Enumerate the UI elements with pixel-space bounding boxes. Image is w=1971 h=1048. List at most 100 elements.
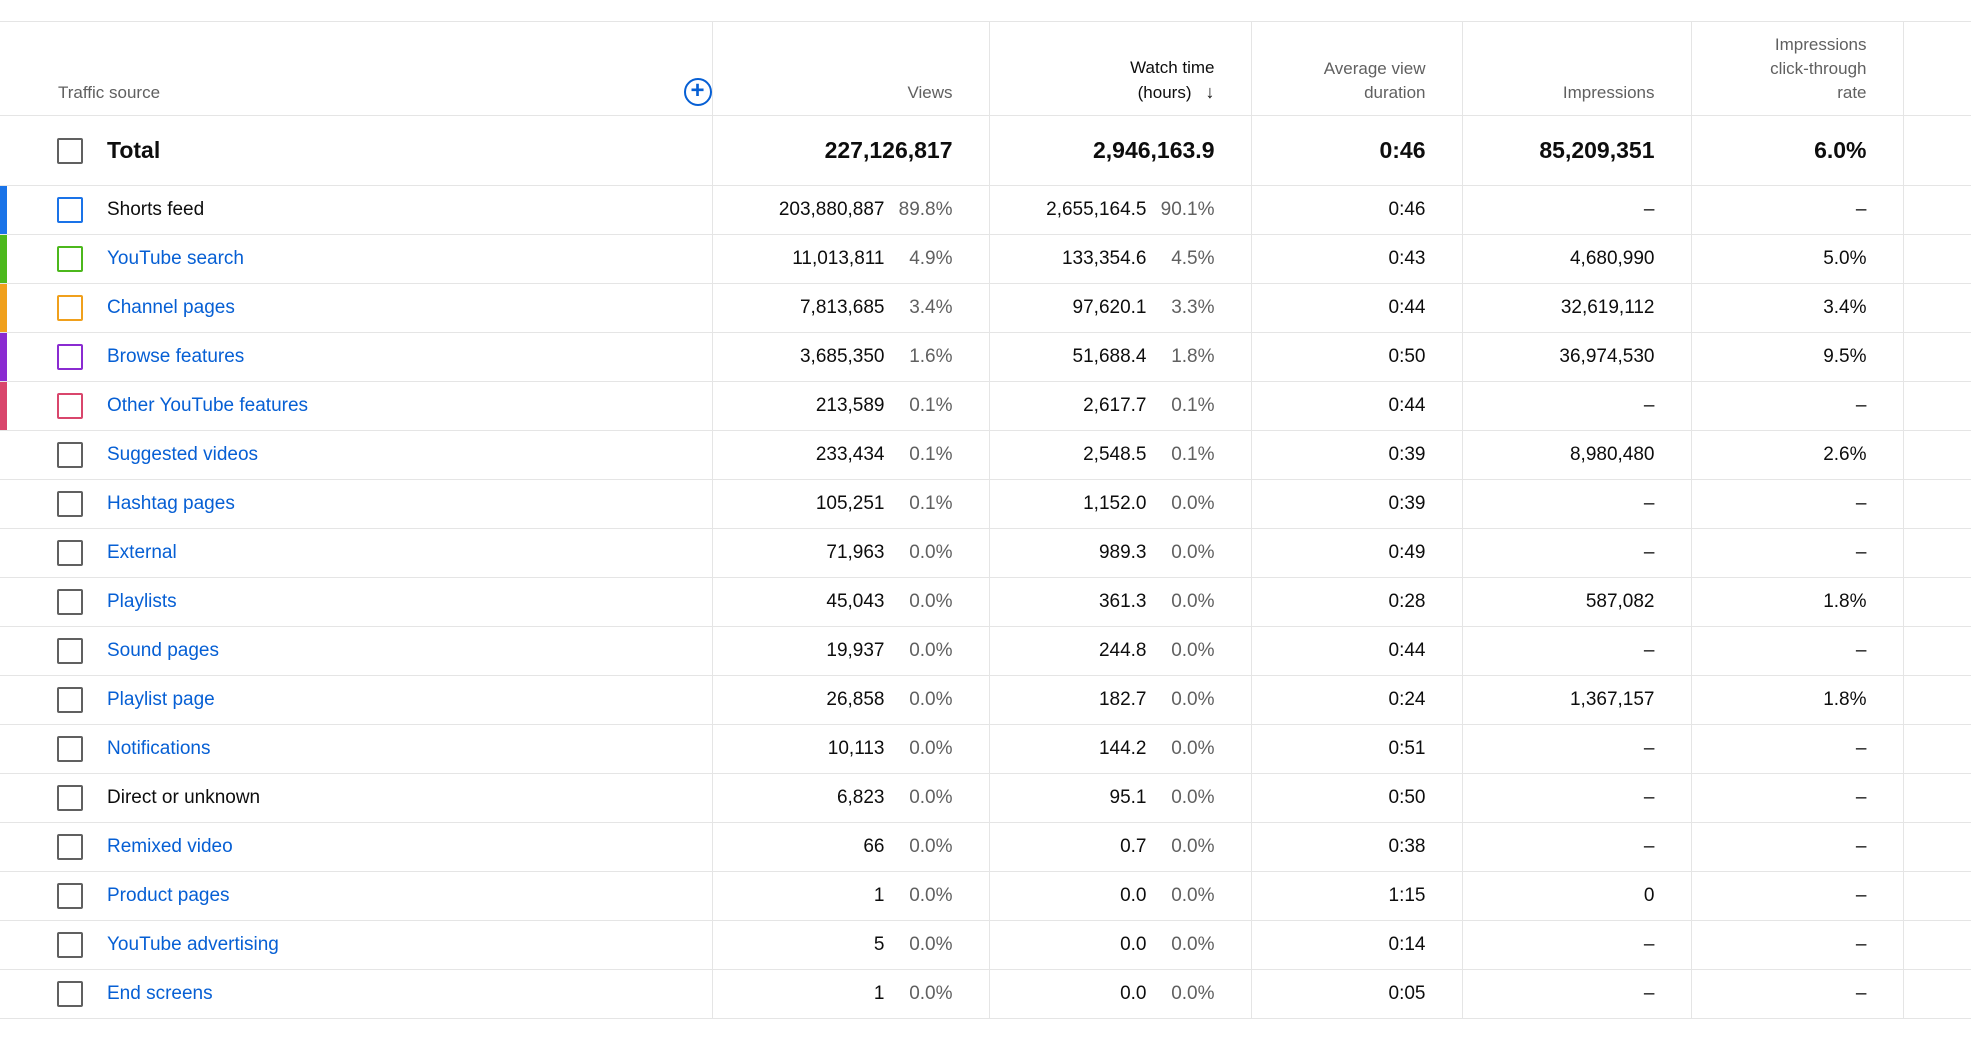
views-value: 26,858 bbox=[826, 689, 885, 710]
traffic-source-name[interactable]: YouTube advertising bbox=[107, 934, 279, 955]
impressions-cell: – bbox=[1462, 969, 1692, 1019]
traffic-source-name[interactable]: External bbox=[107, 542, 177, 563]
plus-circle-icon[interactable]: + bbox=[683, 78, 712, 106]
impressions-cell: – bbox=[1462, 822, 1692, 872]
watch-time-value: 97,620.1 bbox=[1072, 297, 1147, 318]
table-row: Other YouTube features 213,589 0.1% 2,617.7… bbox=[0, 381, 1971, 431]
header-average-view-duration[interactable]: Average view duration bbox=[1251, 21, 1463, 116]
traffic-source-cell: Suggested videos bbox=[0, 430, 713, 480]
arrow-down-icon[interactable]: ↓ bbox=[1205, 82, 1215, 102]
traffic-source-name[interactable]: Channel pages bbox=[107, 297, 235, 318]
watch-time-percent: 0.0% bbox=[1171, 493, 1215, 514]
impressions-cell: – bbox=[1462, 626, 1692, 676]
watch-time-cell: 1,152.0 0.0% bbox=[989, 479, 1252, 529]
header-avd-line2: duration bbox=[1364, 83, 1426, 102]
views-cell: 26,858 0.0% bbox=[712, 675, 990, 725]
views-value: 3,685,350 bbox=[799, 346, 885, 367]
header-traffic-source[interactable]: Traffic source + bbox=[0, 21, 713, 116]
views-percent: 0.0% bbox=[909, 738, 953, 759]
ctr-cell: – bbox=[1691, 871, 1904, 921]
traffic-source-name[interactable]: Notifications bbox=[107, 738, 211, 759]
header-impressions-ctr[interactable]: Impressions click-through rate bbox=[1691, 21, 1904, 116]
traffic-source-name[interactable]: Playlist page bbox=[107, 689, 215, 710]
row-checkbox[interactable] bbox=[57, 736, 83, 762]
row-filler bbox=[1903, 480, 1971, 529]
row-checkbox[interactable] bbox=[57, 344, 83, 370]
impressions-cell: – bbox=[1462, 920, 1692, 970]
watch-time-percent: 0.1% bbox=[1171, 444, 1215, 465]
row-filler bbox=[1903, 725, 1971, 774]
watch-time-value: 244.8 bbox=[1098, 640, 1147, 661]
row-checkbox[interactable] bbox=[57, 540, 83, 566]
impressions-cell: 32,619,112 bbox=[1462, 283, 1692, 333]
row-checkbox[interactable] bbox=[57, 981, 83, 1007]
row-checkbox[interactable] bbox=[57, 246, 83, 272]
avg-view-duration-cell: 0:28 bbox=[1251, 577, 1463, 627]
header-views-label: Views bbox=[907, 83, 953, 102]
total-row: Total 227,126,817 2,946,163.9 0:46 85,20… bbox=[0, 115, 1971, 186]
watch-time-cell: 182.7 0.0% bbox=[989, 675, 1252, 725]
total-source-cell: Total bbox=[0, 115, 713, 186]
ctr-cell: – bbox=[1691, 626, 1904, 676]
views-cell: 1 0.0% bbox=[712, 871, 990, 921]
traffic-source-cell: Hashtag pages bbox=[0, 479, 713, 529]
avg-view-duration-cell: 0:39 bbox=[1251, 430, 1463, 480]
traffic-source-name[interactable]: Hashtag pages bbox=[107, 493, 235, 514]
views-cell: 71,963 0.0% bbox=[712, 528, 990, 578]
row-checkbox[interactable] bbox=[57, 393, 83, 419]
row-checkbox[interactable] bbox=[57, 687, 83, 713]
traffic-source-cell: End screens bbox=[0, 969, 713, 1019]
row-checkbox[interactable] bbox=[57, 442, 83, 468]
watch-time-value: 144.2 bbox=[1098, 738, 1147, 759]
traffic-source-name[interactable]: YouTube search bbox=[107, 248, 244, 269]
row-checkbox[interactable] bbox=[57, 589, 83, 615]
row-checkbox[interactable] bbox=[57, 883, 83, 909]
watch-time-cell: 2,655,164.5 90.1% bbox=[989, 185, 1252, 235]
header-watch-time[interactable]: Watch time (hours) ↓ bbox=[989, 21, 1252, 116]
views-value: 5 bbox=[873, 934, 885, 955]
row-checkbox[interactable] bbox=[57, 785, 83, 811]
watch-time-percent: 3.3% bbox=[1171, 297, 1215, 318]
views-percent: 0.0% bbox=[909, 542, 953, 563]
views-percent: 0.0% bbox=[909, 591, 953, 612]
traffic-source-name[interactable]: Sound pages bbox=[107, 640, 219, 661]
watch-time-value: 2,617.7 bbox=[1083, 395, 1147, 416]
traffic-source-name[interactable]: Browse features bbox=[107, 346, 245, 367]
row-checkbox[interactable] bbox=[57, 932, 83, 958]
traffic-source-cell: Sound pages bbox=[0, 626, 713, 676]
impressions-cell: 36,974,530 bbox=[1462, 332, 1692, 382]
header-watch-time-line1: Watch time bbox=[1130, 58, 1215, 77]
table-row: Playlists 45,043 0.0% 361.3 0.0% 0:28 587,082 1… bbox=[0, 577, 1971, 627]
views-cell: 203,880,887 89.8% bbox=[712, 185, 990, 235]
watch-time-percent: 0.0% bbox=[1171, 738, 1215, 759]
watch-time-value: 989.3 bbox=[1098, 542, 1147, 563]
row-checkbox[interactable] bbox=[57, 295, 83, 321]
ctr-cell: – bbox=[1691, 920, 1904, 970]
row-checkbox[interactable] bbox=[57, 834, 83, 860]
traffic-source-name[interactable]: End screens bbox=[107, 983, 213, 1004]
traffic-source-name[interactable]: Other YouTube features bbox=[107, 395, 309, 416]
views-cell: 19,937 0.0% bbox=[712, 626, 990, 676]
views-percent: 0.0% bbox=[909, 787, 953, 808]
header-impressions[interactable]: Impressions bbox=[1462, 21, 1692, 116]
header-filler bbox=[1903, 21, 1971, 116]
traffic-source-name[interactable]: Remixed video bbox=[107, 836, 233, 857]
row-checkbox[interactable] bbox=[57, 197, 83, 223]
watch-time-cell: 0.0 0.0% bbox=[989, 969, 1252, 1019]
traffic-source-name[interactable]: Suggested videos bbox=[107, 444, 259, 465]
avg-view-duration-cell: 0:49 bbox=[1251, 528, 1463, 578]
traffic-source-cell: Playlists bbox=[0, 577, 713, 627]
total-views: 227,126,817 bbox=[712, 115, 990, 186]
watch-time-value: 361.3 bbox=[1098, 591, 1147, 612]
row-checkbox[interactable] bbox=[57, 638, 83, 664]
row-checkbox[interactable] bbox=[57, 491, 83, 517]
table-row: Product pages 1 0.0% 0.0 0.0% 1:15 0– bbox=[0, 871, 1971, 921]
traffic-source-name[interactable]: Playlists bbox=[107, 591, 177, 612]
views-percent: 3.4% bbox=[909, 297, 953, 318]
avg-view-duration-cell: 0:14 bbox=[1251, 920, 1463, 970]
views-percent: 0.1% bbox=[909, 493, 953, 514]
header-views[interactable]: Views bbox=[712, 21, 990, 116]
watch-time-value: 0.0 bbox=[1120, 885, 1147, 906]
traffic-source-name[interactable]: Product pages bbox=[107, 885, 230, 906]
total-checkbox[interactable] bbox=[57, 137, 83, 164]
